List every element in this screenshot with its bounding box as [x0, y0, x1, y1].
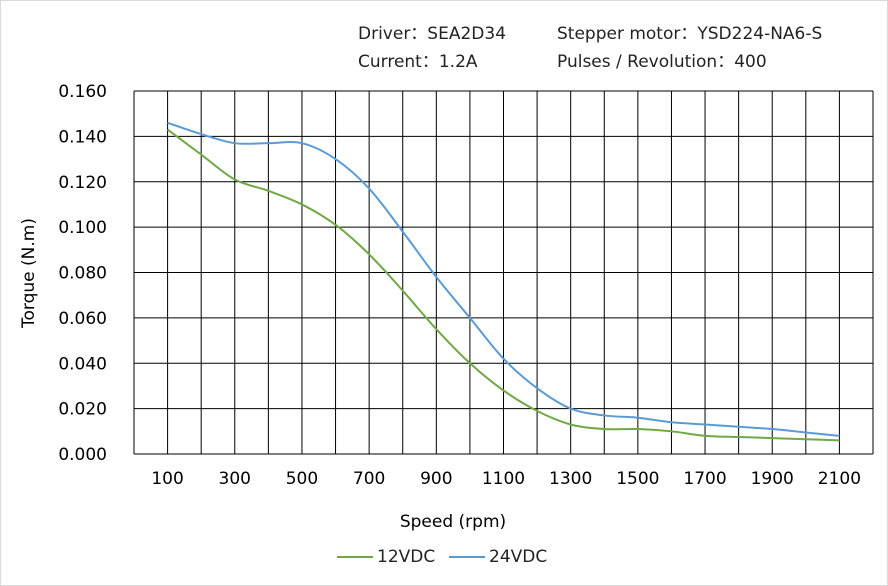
y-tick-label: 0.120: [58, 173, 107, 193]
x-tick-label: 1500: [616, 469, 659, 489]
y-tick-label: 0.160: [58, 82, 107, 102]
legend-item-24vdc: 24VDC: [449, 547, 547, 567]
x-tick-label: 900: [420, 469, 452, 489]
x-tick-label: 700: [353, 469, 385, 489]
x-tick-label: 1100: [482, 469, 525, 489]
legend-swatch: [449, 556, 485, 558]
y-tick-label: 0.080: [58, 264, 107, 284]
y-tick-label: 0.000: [58, 445, 107, 465]
motor-label: Stepper motor：YSD224-NA6-S: [557, 24, 823, 44]
y-tick-label: 0.060: [58, 309, 107, 329]
legend-label: 24VDC: [489, 547, 548, 567]
legend-item-12vdc: 12VDC: [337, 547, 435, 567]
x-tick-label: 1300: [549, 469, 592, 489]
y-tick-label: 0.020: [58, 400, 107, 420]
legend-label: 12VDC: [377, 547, 436, 567]
x-tick-label: 1900: [751, 469, 794, 489]
series-line-12vdc: [166, 128, 840, 442]
x-tick-label: 300: [219, 469, 251, 489]
y-tick-label: 0.100: [58, 218, 107, 238]
y-tick-label: 0.040: [58, 354, 107, 374]
y-axis-label: Torque (N.m): [19, 218, 39, 329]
driver-label: Driver：SEA2D34: [358, 24, 507, 44]
series-line-24vdc: [167, 121, 840, 437]
x-tick-label: 500: [286, 469, 318, 489]
y-tick-label: 0.140: [58, 127, 107, 147]
legend-swatch: [337, 556, 373, 558]
pulses-label: Pulses / Revolution：400: [557, 52, 767, 72]
x-axis-label: Speed (rpm): [400, 512, 506, 532]
current-label: Current：1.2A: [358, 52, 478, 72]
x-tick-label: 1700: [683, 469, 726, 489]
x-tick-label: 100: [151, 469, 183, 489]
x-tick-label: 2100: [818, 469, 861, 489]
